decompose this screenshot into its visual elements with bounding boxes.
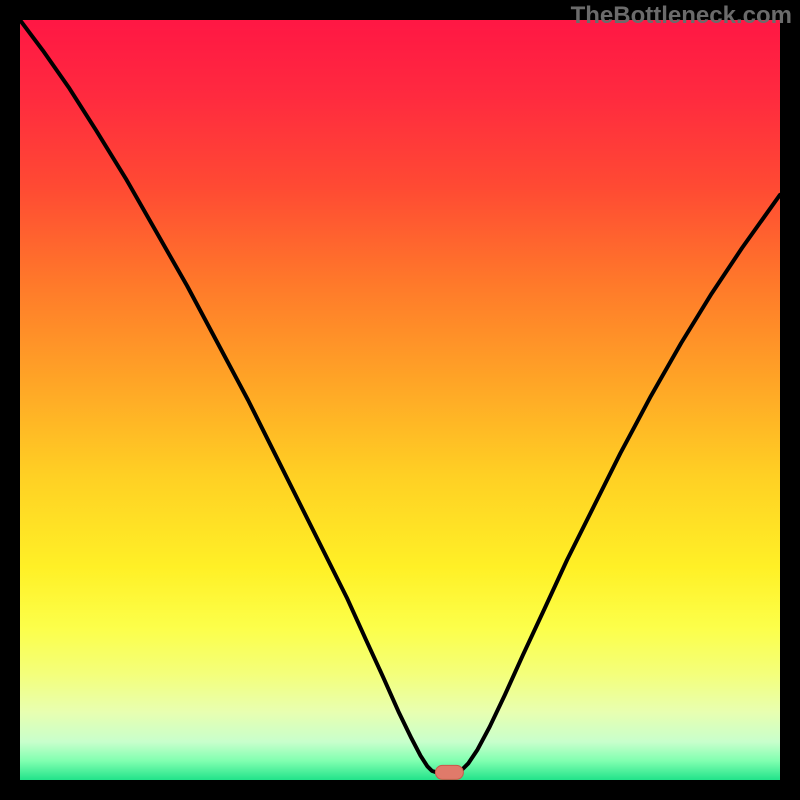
chart-container: TheBottleneck.com — [0, 0, 800, 800]
optimum-marker — [435, 765, 463, 779]
watermark: TheBottleneck.com — [571, 2, 792, 30]
marker-layer — [20, 20, 780, 780]
plot-area — [20, 20, 780, 780]
